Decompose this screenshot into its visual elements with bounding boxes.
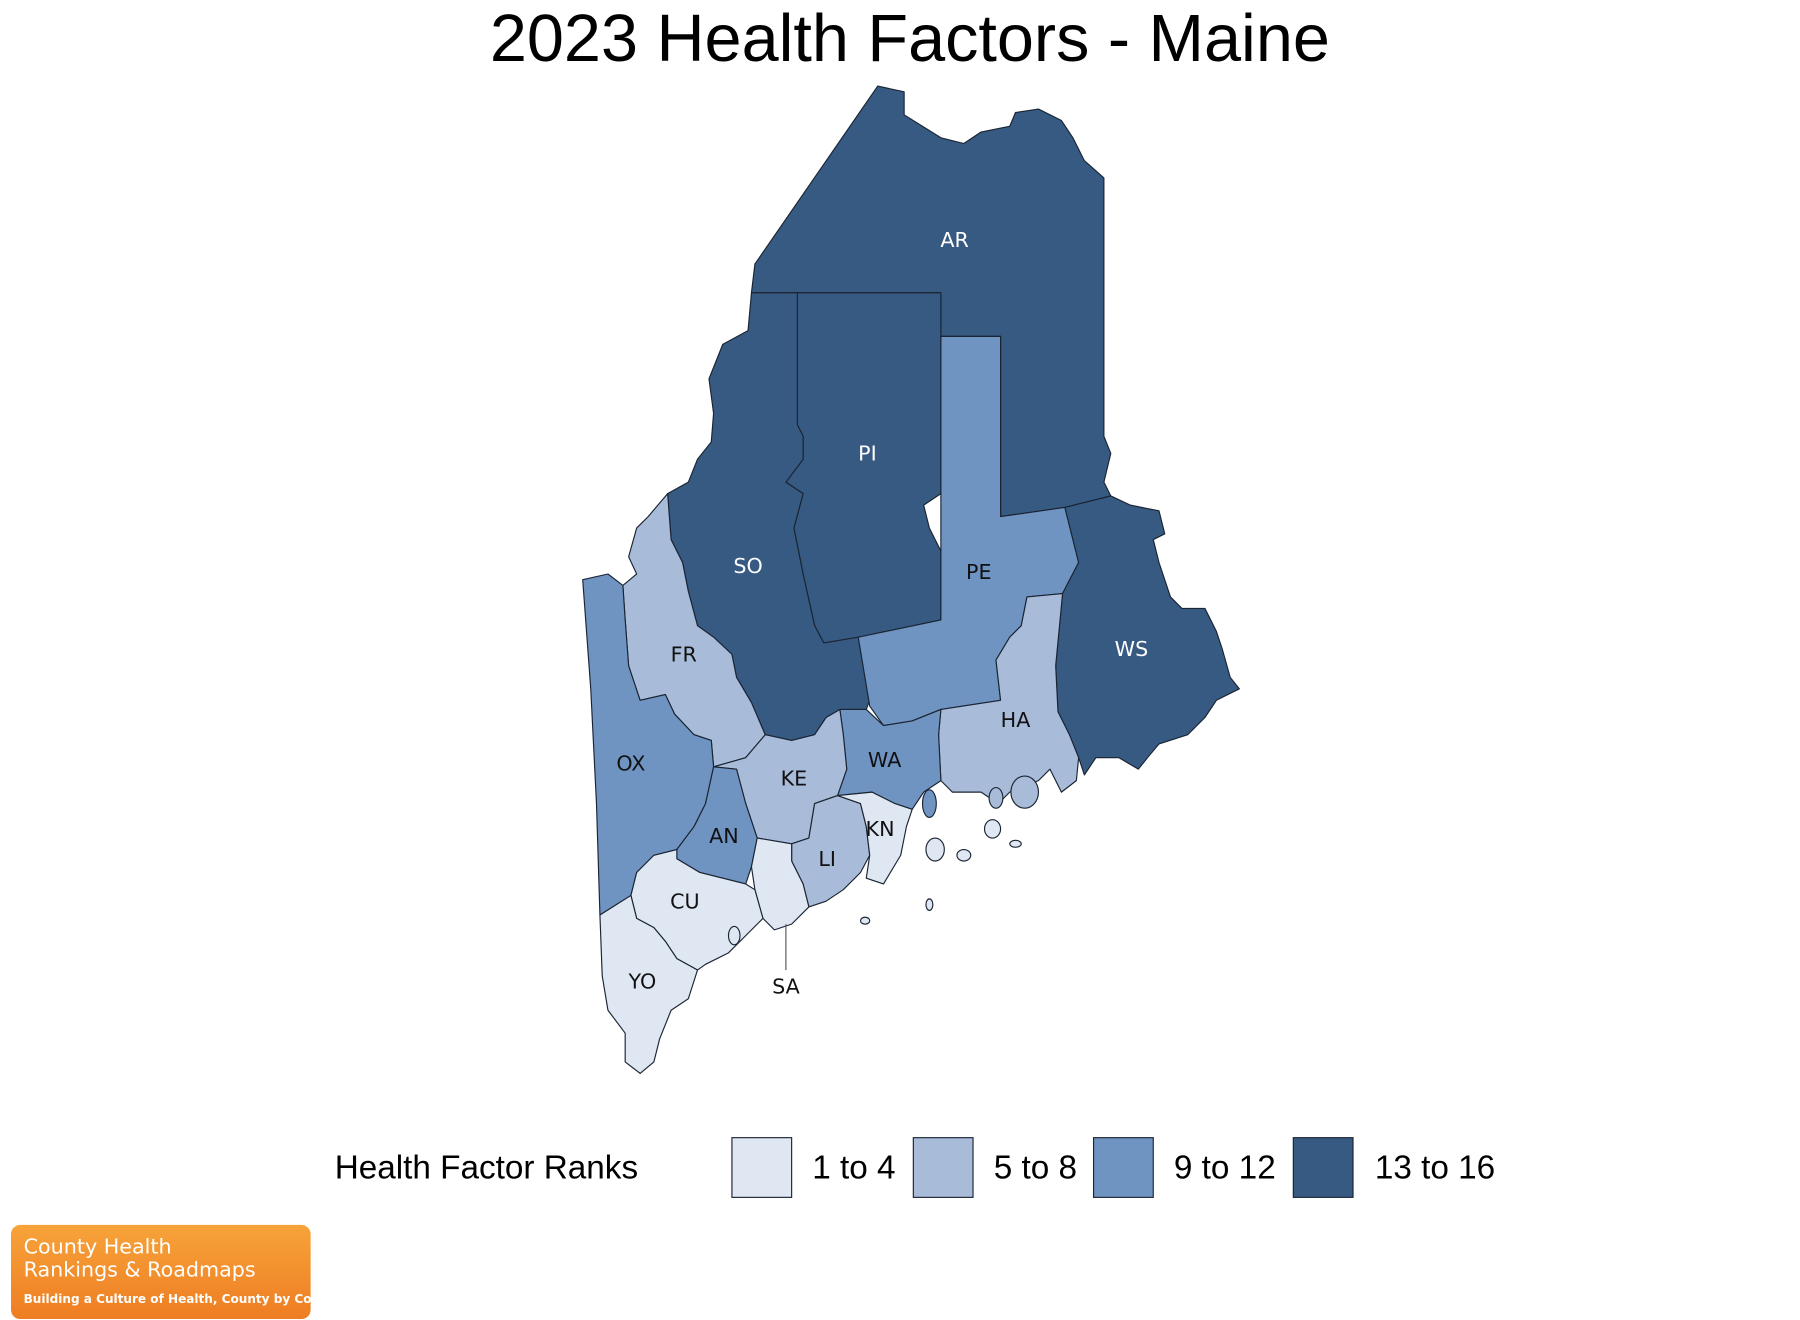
county-label: AN (709, 824, 739, 848)
county-label: WA (868, 748, 901, 772)
island (1009, 839, 1022, 848)
county-label: PI (858, 442, 877, 466)
county-sa (750, 837, 810, 931)
island (1010, 775, 1040, 809)
county-label: KE (781, 766, 808, 790)
island (925, 837, 945, 862)
county-label: HA (1001, 708, 1031, 732)
island (925, 898, 934, 911)
county-label: SO (733, 554, 762, 578)
county-label: PE (966, 560, 992, 584)
islands (727, 775, 1040, 946)
island (921, 789, 937, 818)
legend-label: 1 to 4 (812, 1150, 895, 1187)
legend-swatch (912, 1137, 974, 1198)
logo-line: Rankings & Roadmaps (24, 1258, 256, 1282)
county-yo (599, 894, 699, 1074)
county-pi (785, 292, 942, 644)
legend-swatch (731, 1137, 793, 1198)
island (956, 848, 972, 862)
legend-title: Health Factor Ranks (335, 1150, 638, 1187)
county-label: LI (818, 847, 836, 871)
county-label: FR (671, 643, 697, 667)
legend-swatch (1092, 1137, 1154, 1198)
legend-swatch (1292, 1137, 1354, 1198)
island (859, 916, 871, 925)
logo-badge (11, 1224, 311, 1320)
logo-line: County Health (24, 1235, 172, 1259)
logo-tagline: Building a Culture of Health, County by … (24, 1292, 343, 1306)
county-label: AR (940, 228, 968, 252)
county-ws (1055, 495, 1240, 776)
legend-label: 5 to 8 (994, 1150, 1077, 1187)
legend-label: 9 to 12 (1174, 1150, 1276, 1187)
legend: Health Factor Ranks 1 to 4 5 to 8 9 to 1… (335, 1137, 1495, 1198)
map-layer: 2023 Health Factors - Maine AR PI SO PE … (11, 2, 1495, 1320)
island (983, 819, 1002, 839)
county-kn (836, 791, 913, 885)
island (727, 925, 741, 946)
county-label: OX (616, 752, 645, 776)
county-label: WS (1115, 637, 1149, 661)
logo: County Health Rankings & Roadmaps Buildi… (11, 1224, 343, 1320)
island (988, 786, 1004, 809)
county-label: YO (628, 970, 657, 994)
title: 2023 Health Factors - Maine (490, 2, 1330, 76)
county-label: SA (772, 974, 800, 998)
legend-label: 13 to 16 (1375, 1150, 1495, 1187)
county-label: KN (866, 817, 895, 841)
county-label: CU (670, 889, 700, 913)
